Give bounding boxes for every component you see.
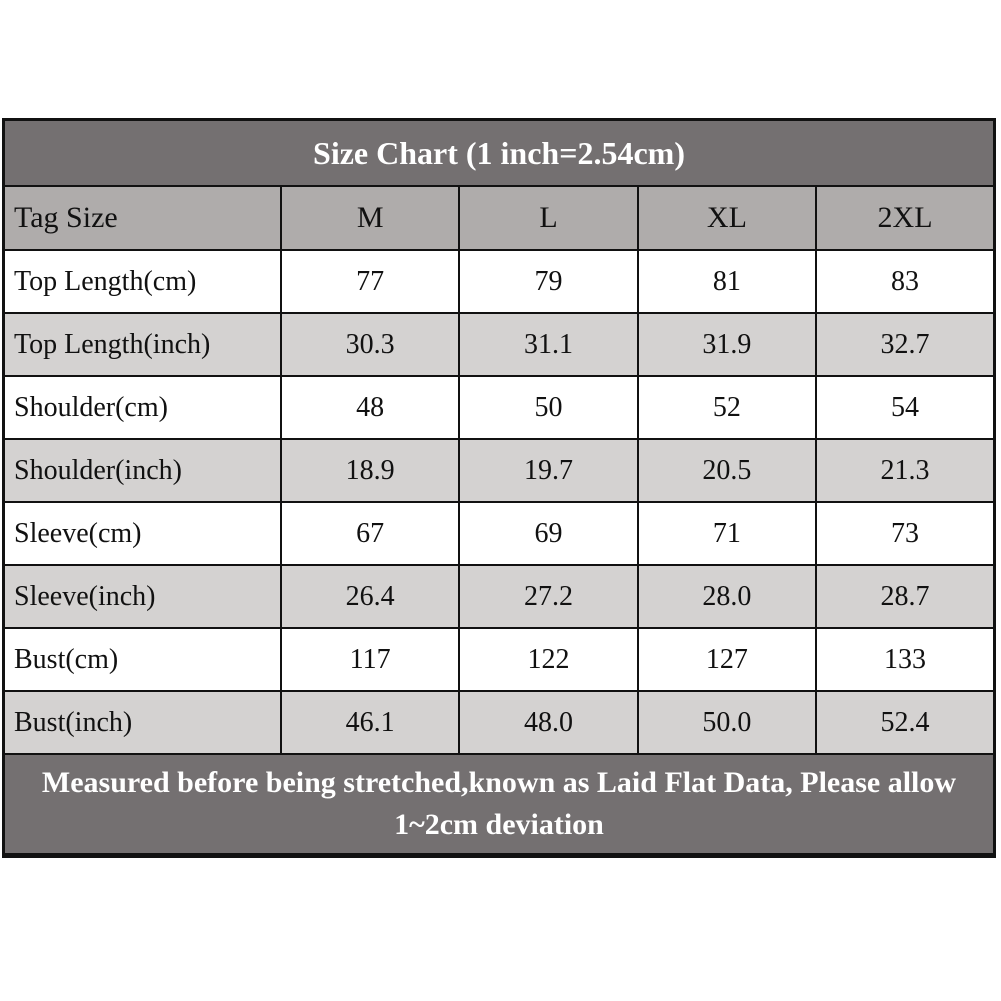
cell-value: 54 — [815, 375, 996, 440]
cell-value: 50.0 — [636, 690, 818, 755]
row-label: Bust(cm) — [2, 627, 282, 692]
header-size-l: L — [458, 185, 639, 251]
header-size-2xl: 2XL — [815, 185, 996, 251]
cell-value: 81 — [636, 249, 818, 314]
table-row: Top Length(cm) 77 79 81 83 — [2, 249, 996, 314]
table-row: Bust(cm) 117 122 127 133 — [2, 627, 996, 692]
cell-value: 50 — [458, 375, 639, 440]
row-label: Bust(inch) — [2, 690, 282, 755]
cell-value: 52.4 — [815, 690, 996, 755]
row-label: Sleeve(cm) — [2, 501, 282, 566]
cell-value: 27.2 — [458, 564, 639, 629]
table-footer-row: Measured before being stretched,known as… — [2, 753, 996, 857]
cell-value: 52 — [636, 375, 818, 440]
cell-value: 133 — [815, 627, 996, 692]
table-row: Sleeve(cm) 67 69 71 73 — [2, 501, 996, 566]
cell-value: 69 — [458, 501, 639, 566]
cell-value: 127 — [636, 627, 818, 692]
cell-value: 20.5 — [636, 438, 818, 503]
cell-value: 83 — [815, 249, 996, 314]
cell-value: 19.7 — [458, 438, 639, 503]
cell-value: 18.9 — [279, 438, 461, 503]
header-size-m: M — [279, 185, 461, 251]
header-tag-size: Tag Size — [2, 185, 282, 251]
table-title-row: Size Chart (1 inch=2.54cm) — [2, 118, 996, 187]
table-title: Size Chart (1 inch=2.54cm) — [2, 118, 996, 187]
table-header-row: Tag Size M L XL 2XL — [2, 185, 996, 251]
cell-value: 32.7 — [815, 312, 996, 377]
row-label: Top Length(inch) — [2, 312, 282, 377]
cell-value: 67 — [279, 501, 461, 566]
table-row: Sleeve(inch) 26.4 27.2 28.0 28.7 — [2, 564, 996, 629]
cell-value: 122 — [458, 627, 639, 692]
cell-value: 28.0 — [636, 564, 818, 629]
cell-value: 26.4 — [279, 564, 461, 629]
cell-value: 79 — [458, 249, 639, 314]
cell-value: 48.0 — [458, 690, 639, 755]
measurement-note: Measured before being stretched,known as… — [2, 753, 996, 857]
row-label: Sleeve(inch) — [2, 564, 282, 629]
cell-value: 48 — [279, 375, 461, 440]
cell-value: 71 — [636, 501, 818, 566]
cell-value: 31.1 — [458, 312, 639, 377]
row-label: Shoulder(cm) — [2, 375, 282, 440]
cell-value: 28.7 — [815, 564, 996, 629]
cell-value: 21.3 — [815, 438, 996, 503]
cell-value: 31.9 — [636, 312, 818, 377]
cell-value: 77 — [279, 249, 461, 314]
table-row: Shoulder(inch) 18.9 19.7 20.5 21.3 — [2, 438, 996, 503]
cell-value: 117 — [279, 627, 461, 692]
measurement-note-line1: Measured before being stretched,known as… — [41, 766, 957, 799]
table-row: Bust(inch) 46.1 48.0 50.0 52.4 — [2, 690, 996, 755]
size-chart-table: Size Chart (1 inch=2.54cm) Tag Size M L … — [2, 118, 996, 858]
cell-value: 73 — [815, 501, 996, 566]
row-label: Shoulder(inch) — [2, 438, 282, 503]
row-label: Top Length(cm) — [2, 249, 282, 314]
cell-value: 46.1 — [279, 690, 461, 755]
table-row: Top Length(inch) 30.3 31.1 31.9 32.7 — [2, 312, 996, 377]
header-size-xl: XL — [636, 185, 818, 251]
measurement-note-line2: 1~2cm deviation — [394, 808, 604, 841]
table-row: Shoulder(cm) 48 50 52 54 — [2, 375, 996, 440]
cell-value: 30.3 — [279, 312, 461, 377]
